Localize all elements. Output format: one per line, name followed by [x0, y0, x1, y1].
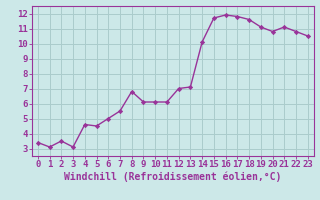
X-axis label: Windchill (Refroidissement éolien,°C): Windchill (Refroidissement éolien,°C) [64, 172, 282, 182]
